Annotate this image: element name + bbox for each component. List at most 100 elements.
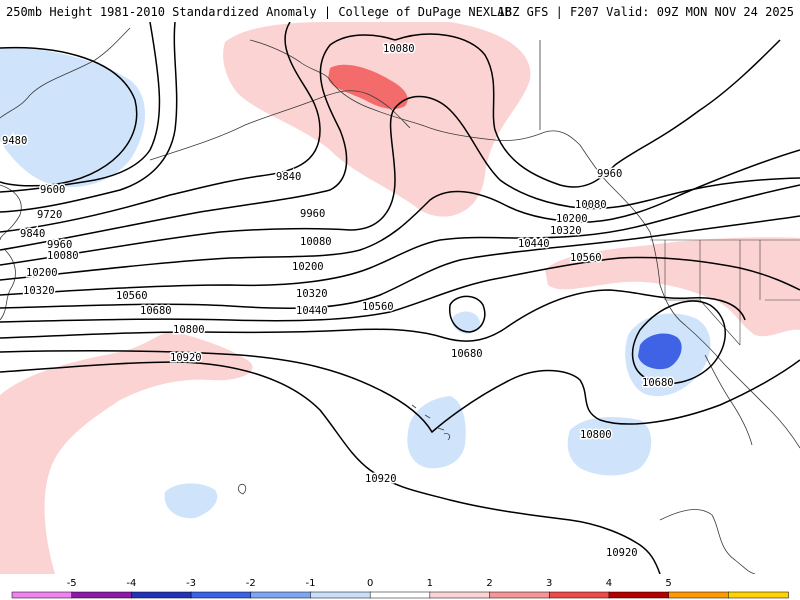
contour-9480 bbox=[0, 46, 138, 187]
colorbar-tick-label: -1 bbox=[305, 578, 315, 589]
contour-10920 bbox=[0, 361, 661, 574]
colorbar-tick-label: 4 bbox=[606, 578, 612, 589]
us-state-borders bbox=[650, 239, 800, 346]
contour-label: 9960 bbox=[597, 168, 622, 180]
colorbar-swatch bbox=[71, 591, 133, 599]
colorbar-tick-label: 1 bbox=[427, 578, 433, 589]
contour-label: 10800 bbox=[173, 324, 205, 336]
contour-9840 bbox=[0, 22, 321, 233]
map-title: 250mb Height 1981-2010 Standardized Anom… bbox=[6, 5, 512, 19]
contour-label: 9720 bbox=[37, 209, 62, 221]
positive-anomaly-core-alaska bbox=[328, 64, 408, 109]
east-asia-coast bbox=[0, 184, 22, 321]
contour-10680 bbox=[0, 289, 746, 342]
contour-label: 10920 bbox=[365, 473, 397, 485]
colorbar-tick-label: -2 bbox=[246, 578, 256, 589]
contour-label: 10320 bbox=[296, 288, 328, 300]
contour-label: 10680 bbox=[140, 305, 172, 317]
contour-9600 bbox=[0, 22, 161, 193]
contour-10080 bbox=[0, 95, 800, 266]
contour-label: 10800 bbox=[580, 429, 612, 441]
negative-anomaly-subtropics-west bbox=[407, 396, 466, 469]
positive-anomaly-north-pacific bbox=[223, 22, 531, 217]
hawaii-islands bbox=[411, 404, 451, 441]
model-valid-time: 18Z GFS | F207 Valid: 09Z MON NOV 24 202… bbox=[497, 5, 794, 19]
contour-label: 10560 bbox=[570, 252, 602, 264]
contour-label: 10080 bbox=[575, 199, 607, 211]
contour-label: 9960 bbox=[300, 208, 325, 220]
contour-9960 bbox=[0, 34, 396, 251]
contour-10200 bbox=[0, 149, 800, 281]
central-america-coast bbox=[659, 509, 756, 574]
small-island bbox=[237, 483, 247, 495]
colorbar-swatch bbox=[11, 591, 73, 599]
contour-label: 10920 bbox=[170, 352, 202, 364]
colorbar-tick-label: 0 bbox=[367, 578, 373, 589]
colorbar-tick-label: 3 bbox=[546, 578, 552, 589]
contour-label: 9480 bbox=[2, 135, 27, 147]
contour-9720 bbox=[0, 22, 178, 213]
height-anomaly-map: 9480 9600 9720 9840 9960 10080 10200 103… bbox=[0, 22, 800, 574]
contour-label: 10200 bbox=[26, 267, 58, 279]
contour-10320 bbox=[0, 184, 800, 296]
colorbar-tick-label: 2 bbox=[486, 578, 492, 589]
colorbar-tick-label: -3 bbox=[186, 578, 196, 589]
kamchatka-coast bbox=[0, 27, 131, 119]
negative-anomaly-central-pacific-small bbox=[452, 311, 480, 334]
positive-anomaly-west-us bbox=[545, 237, 800, 337]
colorbar-swatch bbox=[310, 591, 371, 599]
positive-anomaly-shading bbox=[0, 22, 800, 574]
contour-label: 10560 bbox=[116, 290, 148, 302]
colorbar-swatch bbox=[190, 591, 252, 599]
aleutian-chain bbox=[149, 90, 411, 161]
contour-label: 10560 bbox=[362, 301, 394, 313]
colorbar-swatch bbox=[728, 591, 789, 599]
contour-10080-north bbox=[394, 33, 781, 188]
colorbar-swatch bbox=[250, 591, 312, 599]
contour-label: 10440 bbox=[296, 305, 328, 317]
contour-label: 10680 bbox=[642, 377, 674, 389]
contour-label: 9600 bbox=[40, 184, 65, 196]
colorbar-swatch bbox=[131, 591, 192, 599]
map-header: 250mb Height 1981-2010 Standardized Anom… bbox=[0, 0, 800, 22]
contour-label: 10200 bbox=[292, 261, 324, 273]
contour-10680-socal-low bbox=[631, 300, 726, 385]
colorbar-swatch bbox=[548, 591, 610, 599]
negative-anomaly-northwest bbox=[0, 47, 145, 188]
negative-anomaly-socal-core bbox=[638, 333, 682, 370]
colorbar-swatch bbox=[668, 591, 730, 599]
negative-anomaly-south bbox=[164, 483, 218, 519]
positive-anomaly-southwest-pacific bbox=[0, 331, 253, 574]
height-contours bbox=[0, 22, 800, 574]
colorbar-swatch bbox=[489, 591, 550, 599]
contour-label: 9960 bbox=[47, 239, 72, 251]
contour-10440 bbox=[0, 215, 800, 309]
anomaly-colorbar: -5 -4 -3 -2 -1 0 1 2 3 4 5 bbox=[0, 574, 800, 600]
contour-label: 9840 bbox=[276, 171, 301, 183]
north-america-coast bbox=[609, 184, 800, 449]
contour-label: 10320 bbox=[550, 225, 582, 237]
contour-label: 10200 bbox=[556, 213, 588, 225]
negative-anomaly-subtropics-east bbox=[567, 417, 652, 476]
contour-label: 10680 bbox=[451, 348, 483, 360]
contour-label: 10080 bbox=[383, 43, 415, 55]
contour-label: 10920 bbox=[606, 547, 638, 559]
contour-label: 10440 bbox=[518, 238, 550, 250]
colorbar-ticks: -5 -4 -3 -2 -1 0 1 2 3 4 5 bbox=[67, 578, 672, 589]
contour-label: 10080 bbox=[47, 250, 79, 262]
colorbar-tick-label: 5 bbox=[665, 578, 671, 589]
colorbar-swatch bbox=[608, 591, 670, 599]
colorbar-swatches bbox=[11, 591, 789, 599]
contour-label: 10320 bbox=[23, 285, 55, 297]
contour-label: 10080 bbox=[300, 236, 332, 248]
colorbar-tick-label: -5 bbox=[67, 578, 77, 589]
contour-label: 9840 bbox=[20, 228, 45, 240]
colorbar-swatch bbox=[369, 591, 431, 599]
contour-10560 bbox=[0, 256, 800, 323]
colorbar-swatch bbox=[429, 591, 491, 599]
alaska-coast bbox=[249, 39, 611, 186]
contour-10680-closed-low bbox=[449, 295, 486, 333]
negative-anomaly-shading bbox=[0, 47, 711, 519]
colorbar-tick-label: -4 bbox=[126, 578, 136, 589]
